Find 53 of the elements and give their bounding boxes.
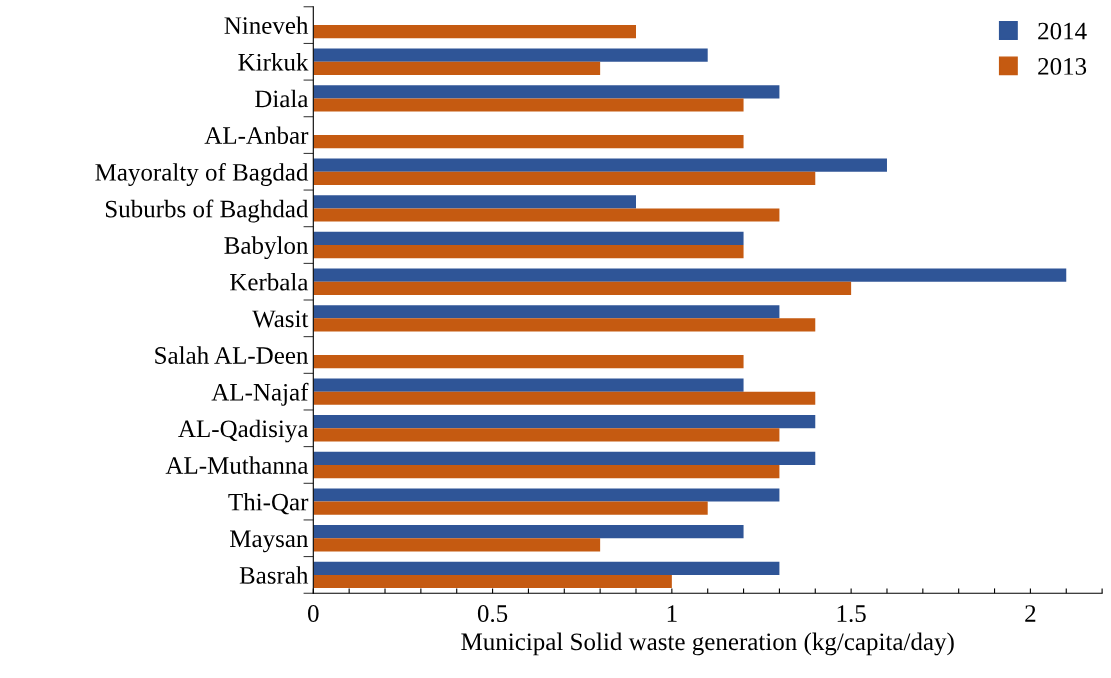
bar [313, 98, 744, 112]
y-tick-label: Kirkuk [238, 53, 309, 71]
y-tick-label: Diala [255, 89, 309, 108]
bar [313, 451, 816, 465]
x-tick-label: 0 [308, 605, 319, 622]
y-tick-label: AL-Qadisiya [178, 419, 309, 443]
bar [313, 428, 780, 442]
bar [313, 268, 1067, 282]
bar [313, 171, 816, 185]
bar [313, 538, 601, 552]
bar [313, 488, 780, 502]
y-tick-label: Kerbala [230, 273, 309, 291]
y-tick-label: AL-Muthanna [165, 456, 309, 474]
legend-label: 2013 [1038, 57, 1087, 75]
y-tick-label: Suburbs of Baghdad [105, 199, 309, 223]
x-tick-label: 2 [1025, 605, 1036, 622]
bar [313, 415, 816, 429]
bar [313, 158, 887, 172]
bar [313, 135, 744, 149]
y-tick-label: Basrah [239, 566, 309, 584]
y-tick-label: AL-Anbar [204, 126, 309, 144]
y-tick-label: Nineveh [224, 16, 309, 35]
x-axis-title: Municipal Solid waste generation (kg/capita/day) [461, 632, 954, 656]
bar [313, 48, 708, 62]
legend-label: 2014 [1038, 22, 1087, 40]
bar [313, 305, 780, 319]
bar [313, 525, 744, 539]
bar [313, 195, 636, 209]
y-tick-label: Maysan [230, 530, 309, 553]
y-tick-label: Salah AL-Deen [155, 346, 309, 364]
bar [313, 391, 816, 405]
x-tick-label: 0.5 [477, 605, 508, 623]
bar [313, 318, 816, 332]
bar [313, 61, 601, 75]
y-tick-label: Mayoralty of Bagdad [95, 162, 309, 186]
x-tick-label: 1 [667, 605, 677, 622]
bar [313, 561, 780, 575]
bar [313, 464, 780, 479]
bar [313, 378, 744, 392]
bar [313, 208, 780, 222]
x-tick-label: 1.5 [837, 605, 866, 623]
y-tick-label: Wasit [252, 310, 309, 328]
y-tick-label: Thi-Qar [228, 492, 309, 515]
y-tick-label: Babylon [224, 236, 309, 260]
bar [313, 501, 708, 515]
bar [313, 355, 744, 369]
bar [313, 231, 744, 246]
y-tick-label: AL-Najaf [211, 382, 309, 406]
bar [313, 245, 744, 259]
bar [313, 574, 672, 589]
bar [313, 25, 636, 39]
bar [313, 85, 780, 99]
bar [313, 281, 852, 295]
